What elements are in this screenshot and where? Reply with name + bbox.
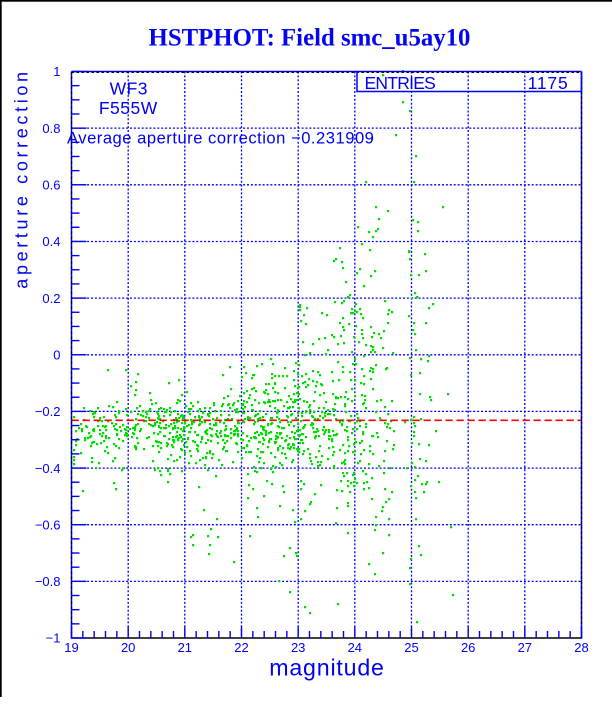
svg-text:−0.2: −0.2 <box>35 404 61 419</box>
svg-text:28: 28 <box>574 640 588 655</box>
svg-text:23: 23 <box>291 640 305 655</box>
svg-text:0: 0 <box>53 347 60 362</box>
svg-text:0.4: 0.4 <box>42 234 60 249</box>
svg-text:20: 20 <box>121 640 135 655</box>
svg-text:ENTRIES: ENTRIES <box>365 73 436 93</box>
svg-text:Average aperture correction −0: Average aperture correction −0.231909 <box>67 129 374 148</box>
svg-text:−0.8: −0.8 <box>35 574 61 589</box>
svg-text:26: 26 <box>461 640 475 655</box>
svg-text:27: 27 <box>518 640 532 655</box>
svg-text:−1: −1 <box>46 631 61 646</box>
svg-text:22: 22 <box>234 640 248 655</box>
svg-text:0.6: 0.6 <box>42 178 60 193</box>
svg-text:19: 19 <box>64 640 78 655</box>
svg-text:magnitude: magnitude <box>269 655 384 681</box>
svg-text:1175: 1175 <box>528 73 569 93</box>
svg-text:−0.4: −0.4 <box>35 461 61 476</box>
svg-text:21: 21 <box>178 640 192 655</box>
svg-text:−0.6: −0.6 <box>35 517 61 532</box>
svg-text:0.2: 0.2 <box>42 291 60 306</box>
svg-text:F555W: F555W <box>99 98 158 118</box>
svg-text:0.8: 0.8 <box>42 121 60 136</box>
svg-text:aperture correction: aperture correction <box>12 68 32 288</box>
svg-text:WF3: WF3 <box>110 79 148 99</box>
svg-text:HSTPHOT: Field smc_u5ay10: HSTPHOT: Field smc_u5ay10 <box>149 25 471 52</box>
svg-text:25: 25 <box>404 640 418 655</box>
svg-text:24: 24 <box>348 640 362 655</box>
svg-text:1: 1 <box>53 64 60 79</box>
